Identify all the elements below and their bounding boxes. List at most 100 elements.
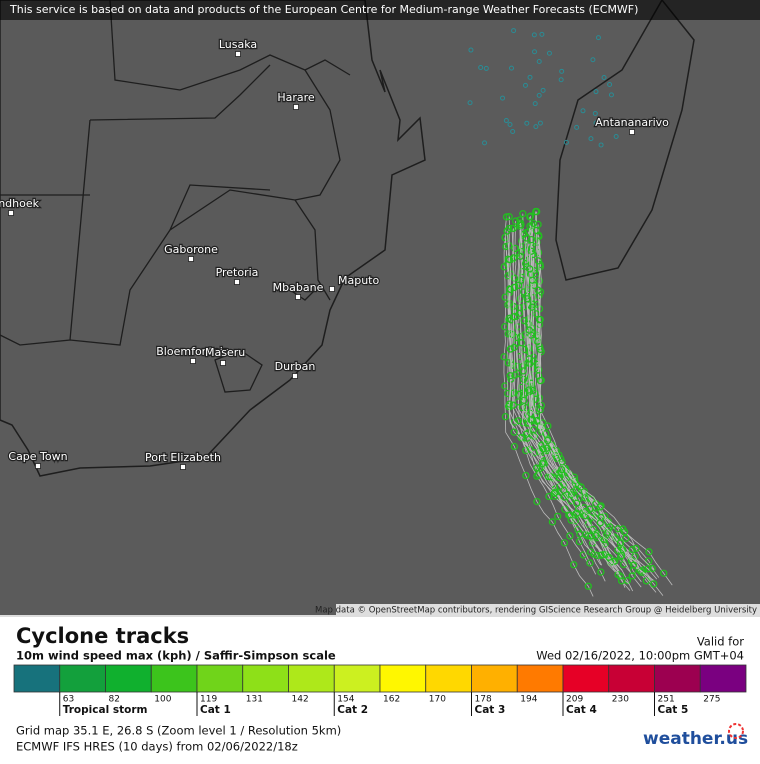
track-point (522, 82, 528, 88)
track-point (593, 89, 599, 95)
city-dot (234, 279, 240, 285)
scale-box (379, 664, 427, 693)
scale-box (562, 664, 610, 693)
track-point (522, 471, 530, 480)
track-point (592, 110, 598, 116)
track-point (467, 100, 473, 106)
track-point (534, 257, 542, 265)
logo[interactable]: weather.us (643, 729, 748, 749)
logo-icon (728, 723, 744, 739)
track-point (518, 363, 526, 371)
track-point (513, 362, 521, 371)
track-point (660, 569, 668, 577)
category-label: Cat 4 (566, 704, 597, 716)
track-point (507, 121, 513, 127)
city-label: Gaborone (164, 243, 218, 256)
city-label: Harare (277, 91, 315, 104)
city-dot (35, 463, 41, 469)
city-dot (180, 464, 186, 470)
track-point (535, 291, 543, 299)
track-point (501, 413, 510, 421)
track-point (536, 92, 542, 98)
track-point (556, 482, 564, 491)
track-point (526, 213, 534, 221)
track-point (518, 247, 526, 256)
track-point (648, 564, 656, 573)
track-point (644, 565, 652, 573)
scale-tick-label: 119 (200, 695, 217, 705)
track-point (638, 568, 646, 577)
track (525, 237, 657, 593)
track-point (510, 274, 519, 282)
city-label: ndhoek (0, 197, 40, 210)
cities: Lusaka Harare Antananarivo ndhoek Gaborone Pr… (0, 37, 670, 470)
city-label: Maseru (205, 346, 245, 359)
track-point (555, 474, 564, 482)
track-point (522, 430, 531, 438)
track-point (532, 101, 538, 107)
track-point (509, 65, 515, 71)
scale-tick-label: 275 (703, 695, 720, 705)
track-point (584, 582, 592, 590)
scale-box (333, 664, 381, 693)
track-point (577, 483, 585, 491)
track-point (593, 120, 599, 126)
track-point (524, 120, 530, 126)
track-point (517, 433, 525, 442)
city-label: Lusaka (219, 38, 257, 51)
track-point (573, 499, 581, 507)
scale-box (59, 664, 106, 693)
scale-tick-label: 209 (566, 695, 583, 705)
scale-box (105, 664, 152, 693)
track-point (554, 512, 562, 521)
track-point (598, 142, 604, 148)
track-point (650, 580, 658, 588)
city-label: Cape Town (8, 450, 67, 463)
track-point (526, 265, 534, 273)
track-point (514, 417, 523, 425)
track-point (570, 561, 578, 569)
track-point (509, 313, 518, 321)
track-point (548, 518, 557, 526)
track-point (536, 406, 545, 414)
track-point (628, 572, 636, 580)
scale-box (699, 664, 747, 693)
track-point (645, 557, 653, 565)
track-point (559, 68, 565, 74)
track-point (506, 372, 514, 380)
track-point (527, 247, 536, 255)
track-point (550, 489, 558, 497)
track-point (500, 353, 508, 361)
track (526, 239, 664, 596)
track-point (560, 486, 568, 494)
track-point (529, 386, 537, 395)
valid-time: Wed 02/16/2022, 10:00pm GMT+04 (536, 649, 744, 663)
track-point (510, 283, 519, 292)
legend-title: Cyclone tracks (16, 624, 189, 648)
scale-tick-label: 100 (154, 695, 171, 705)
track-point (614, 525, 622, 533)
track-point (501, 323, 509, 331)
scale: 63 82 100 119 131 142 154 162 170 178 194 209 230 251… (13, 664, 747, 716)
track-point (636, 567, 645, 575)
track-point (532, 49, 538, 55)
track-point (547, 473, 555, 481)
scale-box (608, 664, 655, 693)
valid-label: Valid for (697, 635, 744, 649)
track-point (505, 400, 514, 408)
track-point (620, 528, 629, 536)
track-point (539, 445, 547, 453)
track-point (596, 503, 604, 511)
track-point (537, 401, 546, 410)
track-point (536, 345, 544, 354)
track-point (622, 534, 630, 543)
banner-bg (0, 0, 760, 20)
track-point (567, 491, 576, 499)
city-dot (235, 51, 241, 57)
track-point (566, 532, 574, 540)
track-point (519, 367, 527, 375)
track-point (509, 254, 518, 262)
city-label: Bloemfontein (156, 345, 230, 358)
city-label: Mbabane (273, 281, 324, 294)
